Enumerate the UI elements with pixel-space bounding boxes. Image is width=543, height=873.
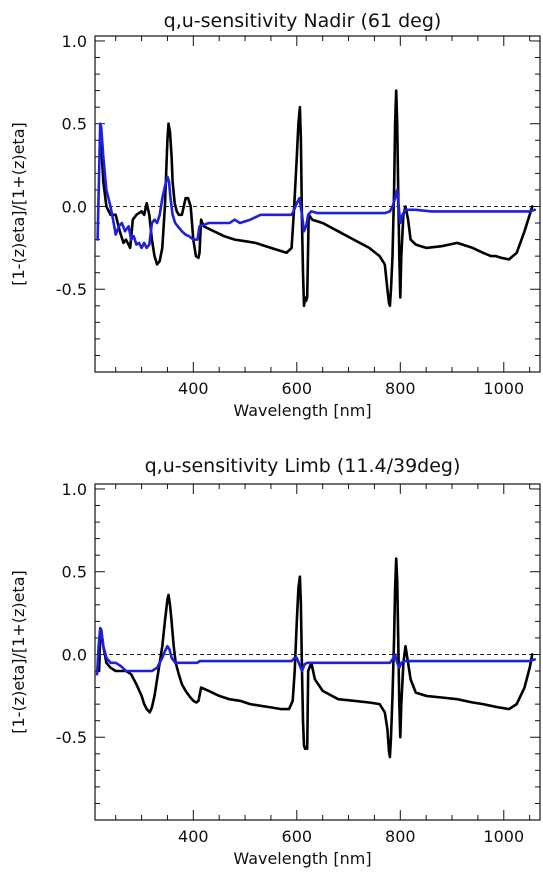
x-tick-label: 600 <box>282 827 313 846</box>
limb-panel: q,u-sensitivity Limb (11.4/39deg) 1.0 0.5 0… <box>9 455 541 868</box>
x-tick-label: 400 <box>178 379 209 398</box>
black-series-line <box>98 89 534 308</box>
plot-frame <box>94 35 541 373</box>
blue-series-line <box>95 626 537 676</box>
y-tick-label: 0.0 <box>62 645 87 664</box>
x-axis-label: Wavelength [nm] <box>233 401 371 420</box>
x-tick-label: 1000 <box>483 379 524 398</box>
y-tick-label: -0.5 <box>56 728 87 747</box>
y-tick-label: 0.0 <box>62 197 87 216</box>
black-series-line <box>97 557 534 759</box>
plot-frame <box>94 483 541 821</box>
y-tick-label: 1.0 <box>62 480 87 499</box>
y-tick-label: 0.5 <box>62 115 87 134</box>
y-tick-label: 1.0 <box>62 32 87 51</box>
y-tick-label: -0.5 <box>56 280 87 299</box>
x-tick-label: 1000 <box>483 827 524 846</box>
x-tick-label: 800 <box>385 379 416 398</box>
y-tick-label: 0.5 <box>62 563 87 582</box>
blue-series-line <box>96 122 537 250</box>
nadir-panel: q,u-sensitivity Nadir (61 deg) 1.0 0.5 0.0 -… <box>9 10 541 420</box>
y-axis-label: [1-(z)eta]/[1+(z)eta] <box>9 570 28 734</box>
chart-title: q,u-sensitivity Nadir (61 deg) <box>164 10 442 32</box>
x-tick-label: 800 <box>385 827 416 846</box>
x-tick-label: 400 <box>178 827 209 846</box>
y-axis-label: [1-(z)eta]/[1+(z)eta] <box>9 122 28 286</box>
x-tick-label: 600 <box>282 379 313 398</box>
x-axis-label: Wavelength [nm] <box>233 849 371 868</box>
chart-title: q,u-sensitivity Limb (11.4/39deg) <box>145 455 461 477</box>
